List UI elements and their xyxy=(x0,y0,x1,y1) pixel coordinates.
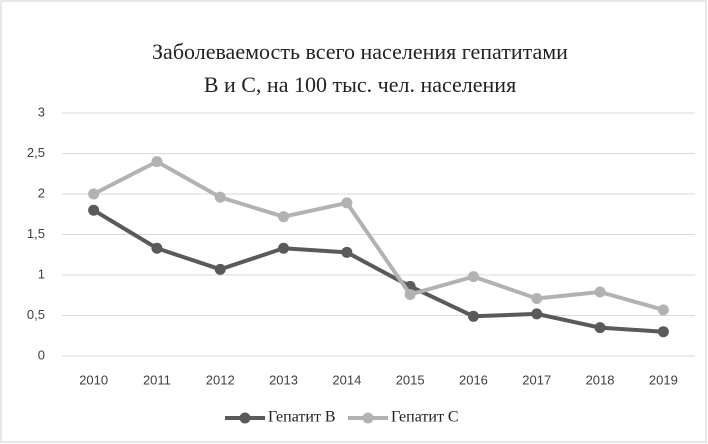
x-tick-label: 2011 xyxy=(143,372,171,387)
data-point xyxy=(214,191,226,203)
data-point xyxy=(88,188,100,200)
x-tick-label: 2015 xyxy=(396,372,425,387)
y-tick-label: 0,5 xyxy=(27,307,45,322)
x-tick-label: 2018 xyxy=(586,372,615,387)
series-line xyxy=(92,159,664,312)
data-point xyxy=(214,263,226,275)
legend-marker xyxy=(362,412,374,424)
x-tick-label: 2016 xyxy=(459,372,488,387)
x-tick-label: 2019 xyxy=(649,372,678,387)
legend-marker xyxy=(239,412,251,424)
legend-label: Гепатит С xyxy=(391,409,459,426)
data-point xyxy=(657,304,669,316)
y-tick-label: 1 xyxy=(38,266,45,281)
data-point xyxy=(531,308,543,320)
data-point xyxy=(531,292,543,304)
x-tick-label: 2014 xyxy=(332,372,361,387)
y-tick-label: 0 xyxy=(38,347,45,362)
series-line xyxy=(92,208,664,334)
data-point xyxy=(341,197,353,209)
legend-label: Гепатит В xyxy=(268,409,336,426)
chart-title: Заболеваемость всего населения гепатитам… xyxy=(152,39,568,64)
data-point xyxy=(151,242,163,254)
data-point xyxy=(88,204,100,216)
data-point xyxy=(467,310,479,322)
data-point xyxy=(594,322,606,334)
y-tick-label: 3 xyxy=(38,104,45,119)
data-point xyxy=(467,271,479,283)
data-point xyxy=(594,286,606,298)
y-tick-label: 2 xyxy=(38,185,45,200)
data-point xyxy=(278,211,290,223)
data-point xyxy=(151,156,163,168)
x-tick-label: 2017 xyxy=(522,372,551,387)
y-tick-label: 2,5 xyxy=(27,145,45,160)
chart-title: В и С, на 100 тыс. чел. населения xyxy=(204,72,516,97)
data-point xyxy=(341,246,353,258)
data-point xyxy=(657,326,669,338)
data-point xyxy=(404,288,416,300)
data-point xyxy=(278,242,290,254)
x-tick-label: 2012 xyxy=(206,372,235,387)
x-tick-label: 2013 xyxy=(269,372,298,387)
x-tick-label: 2010 xyxy=(79,372,108,387)
y-tick-label: 1,5 xyxy=(27,226,45,241)
